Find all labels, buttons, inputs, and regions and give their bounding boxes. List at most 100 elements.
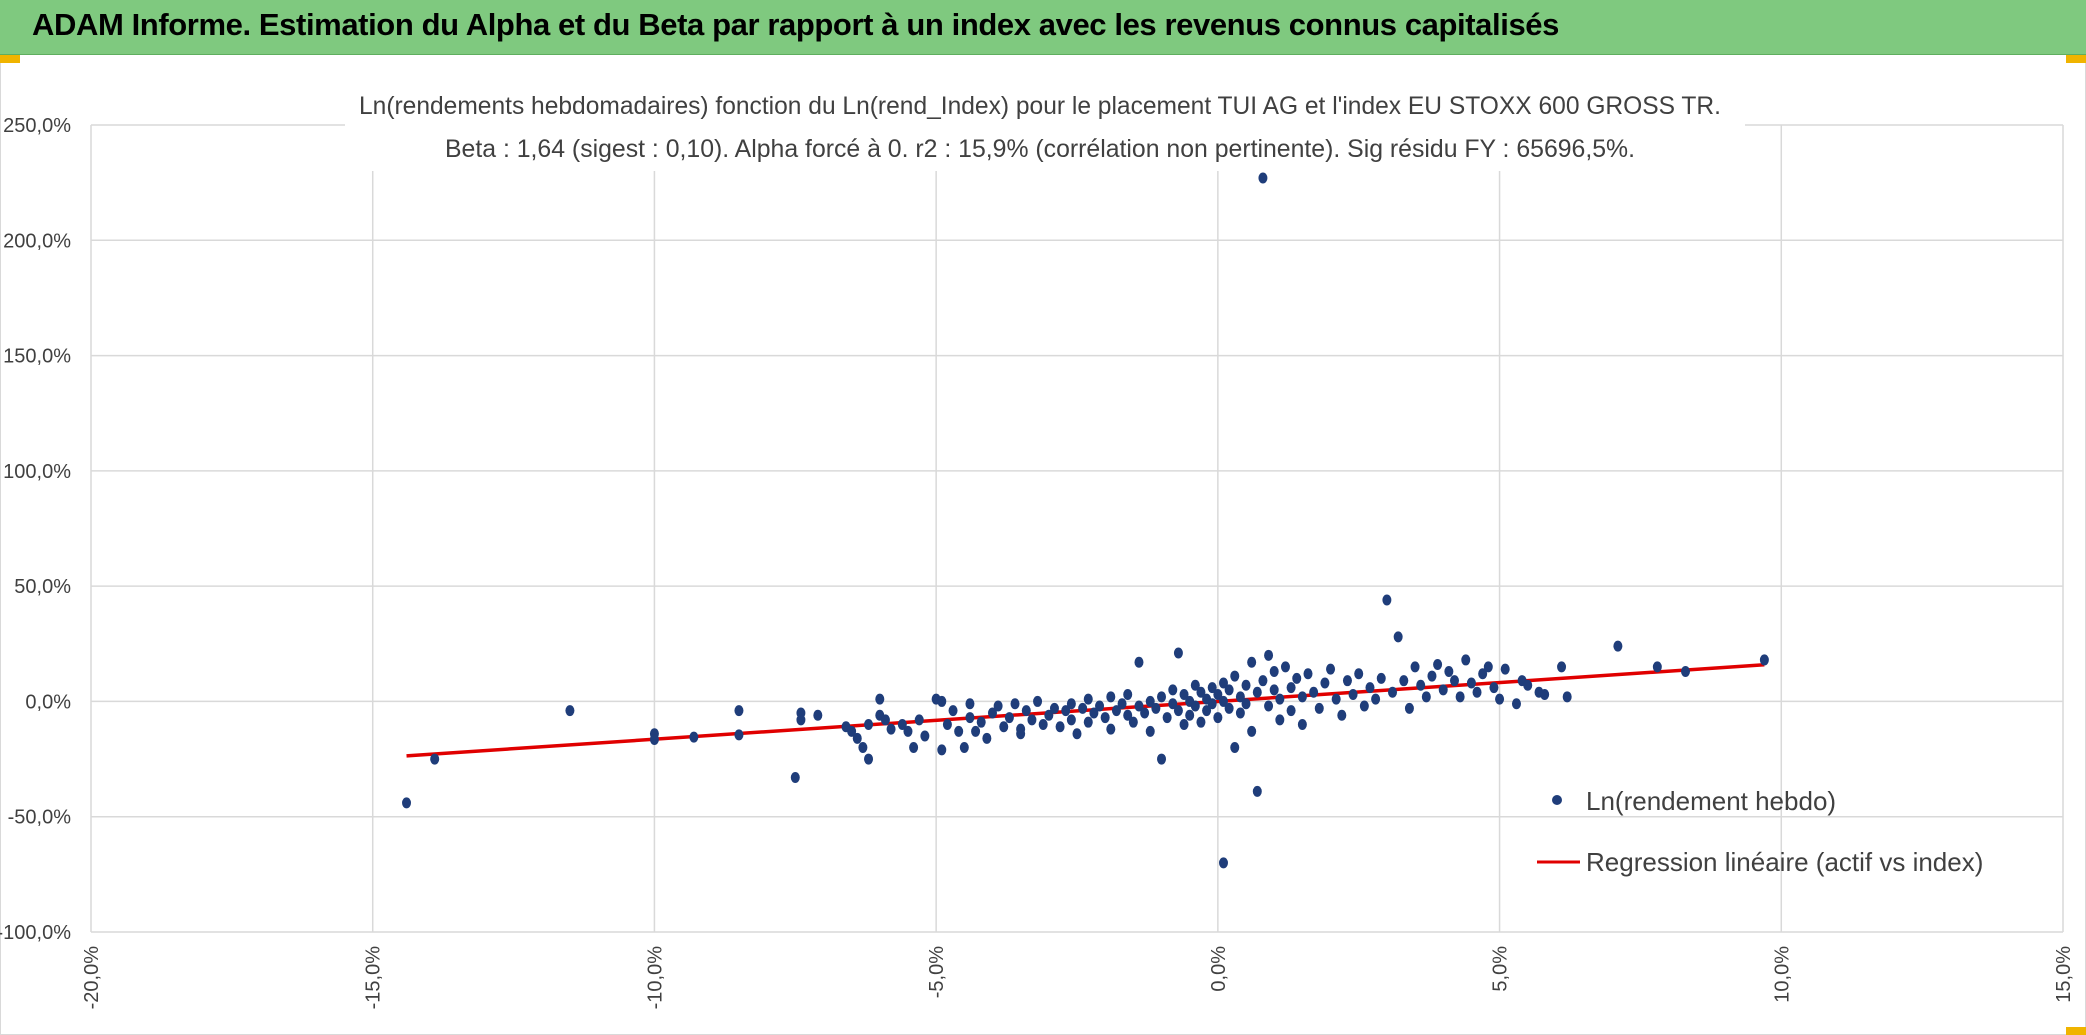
scatter-point xyxy=(976,716,986,728)
scatter-point xyxy=(1218,695,1228,707)
scatter-point xyxy=(1134,700,1144,712)
grid-lines xyxy=(90,124,2064,933)
scatter-point xyxy=(1320,677,1330,689)
x-tick-label: -5,0% xyxy=(926,946,948,998)
chart-title-backdrop xyxy=(345,85,1745,171)
scatter-point xyxy=(1562,691,1572,703)
scatter-point xyxy=(1190,700,1200,712)
scatter-point xyxy=(886,723,896,735)
legend-marker-points xyxy=(1552,795,1562,805)
scatter-point xyxy=(1111,705,1121,717)
scatter-point xyxy=(1292,672,1302,684)
y-tick-label: 250,0% xyxy=(3,115,71,137)
scatter-point xyxy=(1416,679,1426,691)
scatter-point xyxy=(999,721,1009,733)
scatter-point xyxy=(987,707,997,719)
scatter-point xyxy=(1404,702,1414,714)
scatter-point xyxy=(1489,682,1499,694)
scatter-point xyxy=(965,698,975,710)
scatter-point xyxy=(1371,693,1381,705)
scatter-point xyxy=(565,705,575,717)
scatter-point xyxy=(1157,691,1167,703)
scatter-point xyxy=(1016,728,1026,740)
scatter-point xyxy=(914,714,924,726)
scatter-point xyxy=(1557,661,1567,673)
scatter-point xyxy=(954,725,964,737)
scatter-point xyxy=(1410,661,1420,673)
y-tick-label: -50,0% xyxy=(8,807,72,829)
scatter-point xyxy=(937,695,947,707)
scatter-point xyxy=(1461,654,1471,666)
legend: Ln(rendement hebdo) Regression linéaire … xyxy=(1537,786,1983,877)
scatter-point xyxy=(1185,709,1195,721)
scatter-point xyxy=(1140,707,1150,719)
scatter-point xyxy=(1123,689,1133,701)
legend-label-regression: Regression linéaire (actif vs index) xyxy=(1586,847,1983,877)
scatter-point xyxy=(897,718,907,730)
scatter-point xyxy=(1348,689,1358,701)
scatter-point xyxy=(1100,712,1110,724)
scatter-point xyxy=(1421,691,1431,703)
scatter-point xyxy=(1230,670,1240,682)
scatter-point xyxy=(1128,716,1138,728)
scatter-point xyxy=(1044,709,1054,721)
scatter-point xyxy=(1049,702,1059,714)
y-tick-label: 0,0% xyxy=(25,691,71,713)
scatter-point xyxy=(1455,691,1465,703)
scatter-point xyxy=(402,797,412,809)
scatter-point xyxy=(1511,698,1521,710)
scatter-point xyxy=(1095,700,1105,712)
scatter-point xyxy=(1224,684,1234,696)
scatter-point xyxy=(1444,665,1454,677)
x-axis-tick-labels: -20,0% -15,0% -10,0% -5,0% 0,0% 5,0% 10,0% 15,0… xyxy=(81,946,2075,1010)
scatter-point xyxy=(971,725,981,737)
scatter-point xyxy=(1089,707,1099,719)
scatter-point xyxy=(993,700,1003,712)
scatter-point xyxy=(1055,721,1065,733)
scatter-point xyxy=(1162,712,1172,724)
scatter-point xyxy=(1010,698,1020,710)
scatter-point xyxy=(1179,718,1189,730)
scatter-point xyxy=(948,705,958,717)
scatter-point xyxy=(1652,661,1662,673)
scatter-point xyxy=(734,705,744,717)
scatter-point xyxy=(1027,714,1037,726)
x-tick-label: -20,0% xyxy=(81,946,103,1010)
scatter-point xyxy=(937,744,947,756)
scatter-point xyxy=(1269,684,1279,696)
scatter-point xyxy=(1264,700,1274,712)
scatter-point xyxy=(1427,670,1437,682)
scatter-point xyxy=(1083,716,1093,728)
scatter-point xyxy=(1196,716,1206,728)
scatter-point xyxy=(880,714,890,726)
scatter-point xyxy=(1123,709,1133,721)
scatter-point xyxy=(1252,785,1262,797)
scatter-point xyxy=(1157,753,1167,765)
scatter-point xyxy=(1393,631,1403,643)
legend-label-points: Ln(rendement hebdo) xyxy=(1586,786,1836,816)
scatter-point xyxy=(1478,668,1488,680)
scatter-point xyxy=(1061,705,1071,717)
scatter-point xyxy=(1207,698,1217,710)
scatter-point xyxy=(1173,647,1183,659)
scatter-point xyxy=(1286,682,1296,694)
scatter-point xyxy=(813,709,823,721)
scatter-point xyxy=(864,718,874,730)
scatter-point xyxy=(734,729,744,741)
scatter-point xyxy=(1213,689,1223,701)
x-tick-label: 10,0% xyxy=(1771,946,1793,1003)
scatter-point xyxy=(1472,686,1482,698)
scatter-point xyxy=(1218,677,1228,689)
scatter-point xyxy=(1224,702,1234,714)
x-tick-label: 0,0% xyxy=(1208,946,1230,992)
scatter-point xyxy=(1297,718,1307,730)
scatter-point xyxy=(864,753,874,765)
scatter-point xyxy=(1326,663,1336,675)
corner-marker-bottom-right xyxy=(2066,1027,2086,1035)
scatter-point xyxy=(1235,691,1245,703)
scatter-point xyxy=(909,742,919,754)
scatter-point xyxy=(1190,679,1200,691)
scatter-point xyxy=(689,731,699,743)
scatter-point xyxy=(1252,686,1262,698)
scatter-point xyxy=(1500,663,1510,675)
